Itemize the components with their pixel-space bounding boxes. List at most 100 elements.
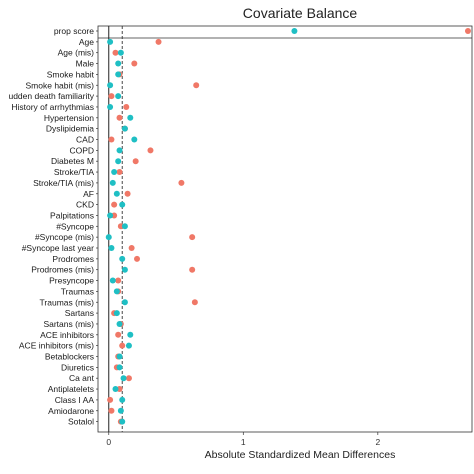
y-tick-label: Stroke/TIA (mis) [33,178,94,188]
adjusted-point [127,331,134,338]
plot-panel [97,25,473,433]
unadjusted-point [155,38,162,45]
adjusted-point [115,93,122,100]
y-tick-label: Smoke habit [47,69,95,79]
unadjusted-point [107,396,114,403]
y-tick-label: Palpitations [50,210,94,220]
unadjusted-point [111,201,118,208]
y-tick-label: #Syncope last year [22,243,94,253]
unadjusted-point [108,407,115,414]
adjusted-point [107,82,114,89]
y-tick-label: Sartans [65,308,94,318]
y-tick-label: Stroke/TIA [54,167,94,177]
y-tick-label: Ca ant [69,373,95,383]
adjusted-point [107,103,114,110]
y-tick-label: udden death familiarity [8,91,94,101]
y-tick-label: ACE inhibitors [40,330,94,340]
y-tick-label: ACE inhibitors (mis) [19,341,94,351]
unadjusted-point [115,331,122,338]
y-tick-label: Male [76,59,95,69]
y-tick-label: CAD [76,135,94,145]
y-tick-label: Sartans (mis) [43,319,94,329]
unadjusted-point [112,49,119,56]
y-tick-label: Traumas (mis) [40,297,95,307]
adjusted-point [116,147,123,154]
unadjusted-point [134,255,141,262]
adjusted-point [116,364,123,371]
unadjusted-point [189,266,196,273]
y-tick-label: Sotalol [68,417,94,427]
unadjusted-point [123,103,130,110]
adjusted-point [111,169,118,176]
adjusted-point [115,158,122,165]
reference-lines [108,26,123,432]
adjusted-point [115,60,122,67]
adjusted-point [121,299,128,306]
adjusted-point [117,49,124,56]
adjusted-point [107,38,114,45]
y-tick-label: Betablockers [45,352,94,362]
y-tick-label: CKD [76,200,94,210]
y-tick-label: Presyncope [49,276,94,286]
adjusted-point [121,223,128,230]
adjusted-point [120,375,127,382]
unadjusted-point [147,147,154,154]
y-tick-label: prop score [54,26,94,36]
adjusted-point [107,212,114,219]
adjusted-point [119,396,126,403]
y-tick-label: Smoke habit (mis) [26,80,95,90]
adjusted-point [119,255,126,262]
y-tick-label: Diuretics [61,362,94,372]
adjusted-point [116,320,123,327]
unadjusted-point [108,93,115,100]
data-points [105,28,471,425]
y-tick-label: Age [79,37,94,47]
unadjusted-point [108,136,115,143]
adjusted-point [119,418,126,425]
x-axis-ticks: 0 1 2 [106,432,380,447]
x-tick-label: 0 [106,437,111,447]
unadjusted-point [119,342,126,349]
unadjusted-point [115,277,122,284]
y-tick-label: Antiplatelets [48,384,94,394]
unadjusted-point [132,158,139,165]
y-tick-label: Age (mis) [58,48,95,58]
unadjusted-point [193,82,200,89]
adjusted-point [291,28,298,34]
x-tick-label: 1 [241,437,246,447]
y-tick-label: Amiodarone [48,406,94,416]
y-tick-label: History of arrhythmias [11,102,94,112]
y-tick-label: Class I AA [55,395,95,405]
unadjusted-point [464,28,471,34]
x-axis-label: Absolute Standardized Mean Differences [205,449,396,461]
y-tick-label: #Syncope [56,221,94,231]
adjusted-point [117,407,124,414]
unadjusted-point [178,179,185,186]
adjusted-point [105,234,112,241]
adjusted-point [125,342,132,349]
y-tick-label: Prodromes [52,254,94,264]
unadjusted-point [116,169,123,176]
unadjusted-point [128,245,135,251]
y-tick-label: AF [83,189,94,199]
adjusted-point [112,386,119,393]
y-tick-label: Traumas [61,286,94,296]
adjusted-point [127,114,134,121]
adjusted-point [121,125,128,132]
y-tick-label: Prodromes (mis) [31,265,94,275]
y-tick-label: #Syncope (mis) [35,232,94,242]
adjusted-point [116,353,123,360]
adjusted-point [113,288,120,295]
unadjusted-point [131,60,138,67]
adjusted-point [113,190,120,197]
chart-title: Covariate Balance [243,5,358,21]
unadjusted-point [125,375,132,382]
adjusted-point [131,136,138,143]
adjusted-point [115,71,122,78]
adjusted-point [109,179,116,186]
y-tick-label: Diabetes M [51,156,94,166]
unadjusted-point [116,114,123,121]
adjusted-point [119,201,126,208]
